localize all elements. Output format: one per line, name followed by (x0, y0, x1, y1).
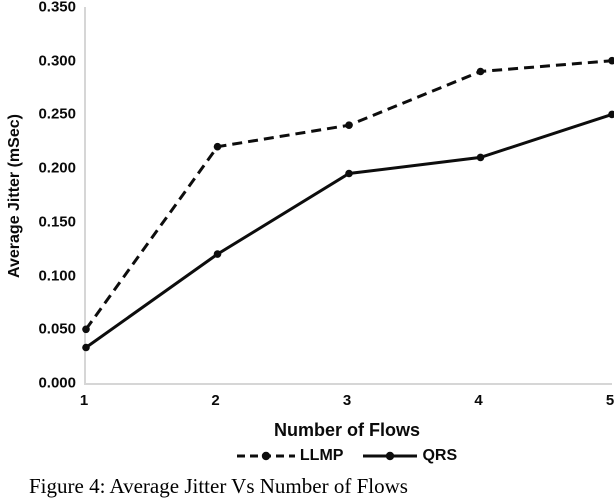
data-point-qrs (345, 169, 353, 178)
x-tick-label: 4 (474, 392, 483, 409)
y-axis-title: Average Jitter (mSec) (6, 114, 23, 278)
y-tick-label: 0.300 (38, 52, 76, 70)
data-point-llmp (608, 56, 614, 65)
plot-lines (82, 56, 614, 352)
x-tick-label: 1 (79, 392, 89, 409)
y-tick-label: 0.350 (38, 0, 76, 16)
data-point-llmp (82, 325, 90, 334)
llmp-dashed-line-sample-icon (236, 451, 295, 461)
legend-label-llmp: LLMP (299, 447, 344, 464)
figure-caption: Figure 4: Average Jitter Vs Number of Fl… (29, 474, 408, 498)
x-tick-label: 5 (605, 392, 614, 409)
legend-marker-qrs (386, 451, 395, 461)
x-tick-label: 3 (342, 392, 352, 409)
y-tick-label: 0.200 (38, 159, 76, 177)
y-tick-label: 0.100 (38, 267, 76, 285)
data-point-qrs (608, 110, 614, 119)
legend-item-llmp: LLMP (236, 447, 344, 465)
data-point-qrs (476, 153, 485, 162)
data-point-qrs (213, 250, 222, 258)
y-tick-label: 0.250 (38, 105, 76, 123)
legend-item-qrs: QRS (363, 447, 457, 465)
series-line-qrs (85, 112, 613, 349)
qrs-solid-line-sample-icon (363, 451, 418, 461)
plot-area (82, 7, 614, 385)
data-point-llmp (345, 121, 353, 129)
y-tick-label: 0.150 (38, 213, 76, 231)
x-axis-title: Number of Flows (273, 420, 421, 440)
data-point-llmp (213, 142, 222, 151)
y-tick-label: 0.000 (38, 374, 76, 392)
data-point-llmp (476, 67, 485, 76)
series-line-llmp (84, 59, 613, 331)
legend-marker-llmp (261, 451, 271, 461)
legend-label-qrs: QRS (422, 447, 458, 464)
x-tick-label: 2 (211, 392, 220, 409)
legend: LLMP QRS (84, 447, 610, 465)
y-tick-label: 0.050 (38, 320, 76, 338)
data-point-qrs (82, 343, 90, 352)
